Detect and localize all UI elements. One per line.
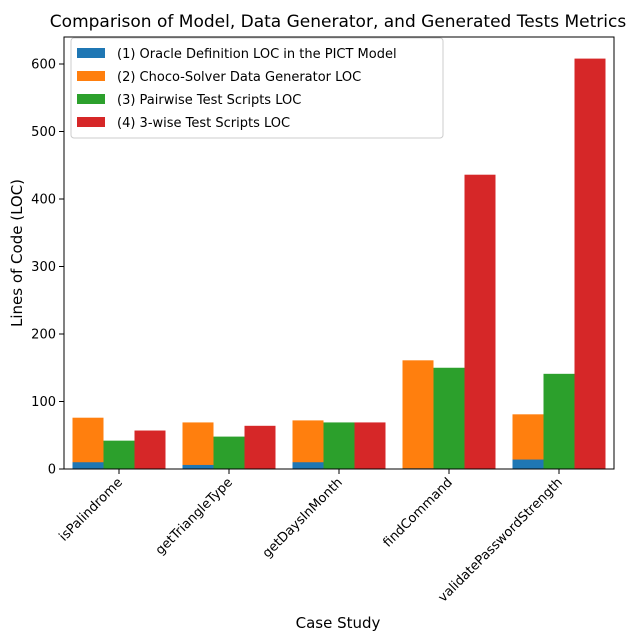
y-tick-label: 100 (31, 395, 56, 410)
legend-swatch-series-2 (77, 71, 105, 81)
bar-getdaysinmonth-series-1 (292, 462, 324, 469)
bar-ispalindrome-series-1 (72, 462, 104, 469)
x-tick-label-validatepasswordstrength: validatePasswordStrength (436, 475, 566, 605)
bar-validatepasswordstrength-series-3 (543, 373, 575, 469)
bar-validatepasswordstrength-series-4 (574, 58, 606, 469)
legend-label-series-1: (1) Oracle Definition LOC in the PICT Mo… (117, 47, 397, 62)
legend-label-series-3: (3) Pairwise Test Scripts LOC (117, 93, 301, 108)
bars-layer (72, 58, 606, 469)
x-tick-label-getdaysinmonth: getDaysInMonth (260, 475, 346, 561)
x-tick-label-findcommand: findCommand (381, 475, 456, 550)
legend-label-series-4: (4) 3-wise Test Scripts LOC (117, 116, 290, 131)
legend-swatch-series-4 (77, 117, 105, 127)
y-tick-label: 200 (31, 328, 56, 343)
bar-getdaysinmonth-series-4 (354, 422, 386, 469)
bar-ispalindrome-series-2 (72, 417, 104, 469)
y-axis-label: Lines of Code (LOC) (8, 179, 26, 327)
bar-findcommand-series-4 (464, 174, 496, 469)
bar-ispalindrome-series-3 (103, 440, 135, 469)
x-tick-label-gettriangletype: getTriangleType (153, 475, 236, 558)
x-axis-label: Case Study (296, 614, 381, 632)
plot-frame (63, 36, 615, 470)
legend: (1) Oracle Definition LOC in the PICT Mo… (70, 37, 444, 139)
y-axis: 0 100 200 300 400 500 600 (31, 58, 64, 478)
x-axis: isPalindrome getTriangleType getDaysInMont… (57, 469, 566, 605)
bar-ispalindrome-series-4 (134, 430, 166, 469)
y-tick-label: 500 (31, 125, 56, 140)
legend-swatch-series-1 (77, 48, 105, 58)
y-tick-label: 600 (31, 58, 56, 73)
y-tick-label: 300 (31, 260, 56, 275)
bar-validatepasswordstrength-series-1 (512, 459, 544, 469)
bar-findcommand-series-2 (402, 360, 434, 469)
bar-gettriangletype-series-1 (182, 464, 214, 469)
legend-label-series-2: (2) Choco-Solver Data Generator LOC (117, 70, 361, 85)
legend-swatch-series-3 (77, 94, 105, 104)
chart-title: Comparison of Model, Data Generator, and… (50, 12, 627, 32)
bar-gettriangletype-series-2 (182, 422, 214, 469)
legend-box (70, 37, 444, 139)
bar-getdaysinmonth-series-3 (323, 422, 355, 469)
x-tick-label-ispalindrome: isPalindrome (57, 475, 126, 544)
bar-gettriangletype-series-3 (213, 436, 245, 469)
y-tick-label: 400 (31, 193, 56, 208)
bar-findcommand-series-3 (433, 367, 465, 469)
bar-getdaysinmonth-series-2 (292, 420, 324, 469)
bar-gettriangletype-series-4 (244, 425, 276, 469)
y-tick-label: 0 (48, 463, 56, 478)
